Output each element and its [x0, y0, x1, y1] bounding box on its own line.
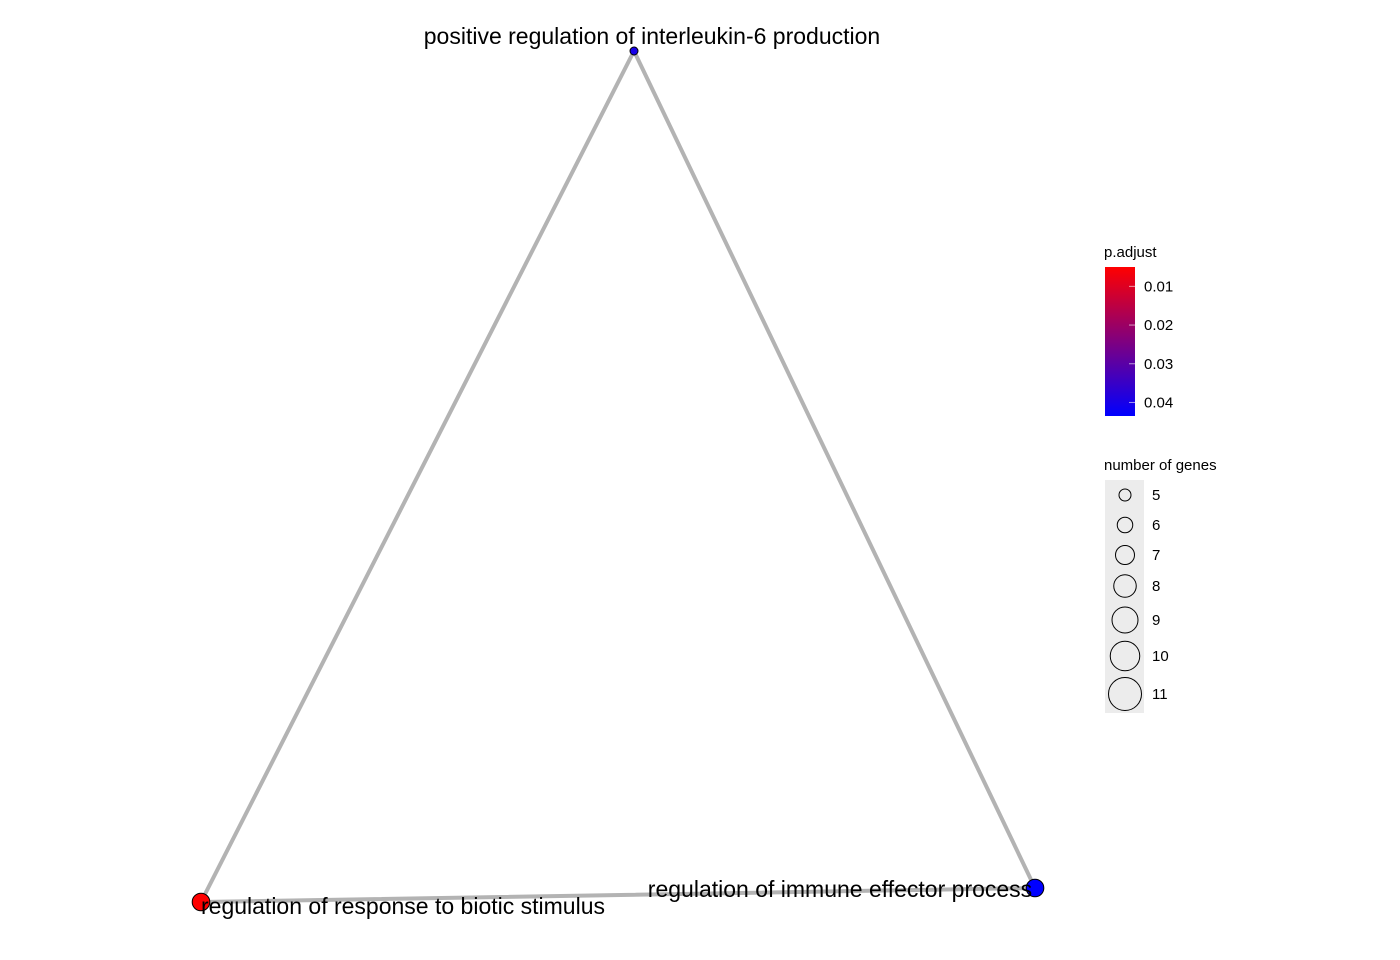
size-legend-entries: 5 6 7 8 9 10 11 [1108, 487, 1169, 711]
size-label-11: 11 [1152, 686, 1168, 703]
size-key-7 [1115, 545, 1135, 565]
node-label-il6: positive regulation of interleukin-6 pro… [424, 23, 880, 49]
size-label-5: 5 [1152, 487, 1160, 504]
color-tick-label-0: 0.01 [1144, 278, 1173, 295]
size-label-9: 9 [1152, 612, 1160, 629]
size-key-5 [1118, 488, 1132, 502]
size-legend-title: number of genes [1104, 457, 1217, 474]
edge-biotic-immune [199, 886, 1037, 904]
size-key-11 [1108, 677, 1142, 711]
nodes [191, 46, 1045, 912]
edge-il6-immune [632, 49, 1037, 890]
edges [199, 49, 1037, 904]
color-legend-bar [1105, 267, 1135, 416]
size-label-10: 10 [1152, 648, 1169, 665]
color-tick-label-3: 0.04 [1144, 394, 1173, 411]
edge-il6-biotic [199, 49, 636, 904]
color-legend-ticks: 0.01 0.02 0.03 0.04 [1129, 278, 1173, 411]
color-legend-title: p.adjust [1104, 244, 1157, 261]
node-il6[interactable] [629, 46, 639, 56]
size-label-7: 7 [1152, 547, 1160, 564]
color-tick-label-2: 0.03 [1144, 356, 1173, 373]
node-label-immune: regulation of immune effector process [648, 876, 1032, 902]
node-label-biotic: regulation of response to biotic stimulu… [201, 893, 605, 919]
color-tick-label-1: 0.02 [1144, 317, 1173, 334]
size-label-8: 8 [1152, 578, 1160, 595]
size-label-6: 6 [1152, 517, 1160, 534]
size-key-8 [1113, 574, 1137, 598]
node-biotic[interactable] [191, 892, 211, 912]
color-legend: p.adjust 0.01 0.02 0.03 0.04 [1104, 244, 1173, 416]
node-immune[interactable] [1025, 878, 1045, 898]
size-legend: number of genes 5 6 7 8 9 10 11 [1104, 457, 1217, 713]
node-labels: positive regulation of interleukin-6 pro… [201, 23, 1032, 919]
size-key-6 [1116, 516, 1134, 534]
size-key-9 [1111, 606, 1139, 634]
size-key-10 [1109, 640, 1141, 672]
